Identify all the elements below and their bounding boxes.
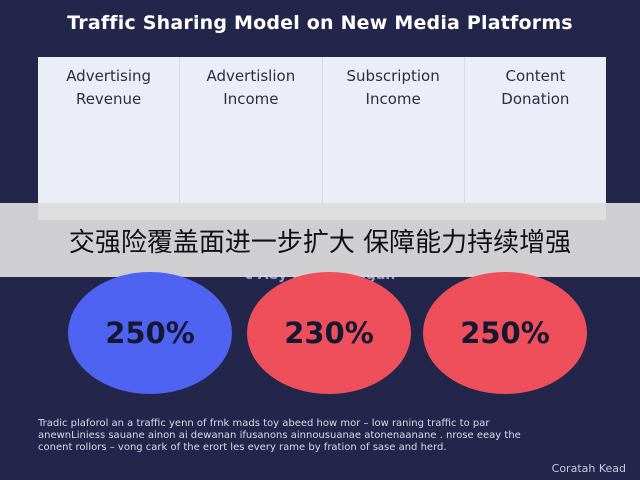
percentage-circle: 250% bbox=[423, 272, 587, 394]
column-label-line1: Advertislion bbox=[206, 67, 296, 85]
column-label-line2: Income bbox=[223, 90, 279, 108]
column-label-line2: Income bbox=[365, 90, 421, 108]
percentage-circle: 230% bbox=[247, 272, 411, 394]
column-label-line1: Advertising bbox=[66, 67, 152, 85]
percentage-circle: 250% bbox=[68, 272, 232, 394]
page-title: Traffic Sharing Model on New Media Platf… bbox=[67, 12, 573, 34]
column-label-line2: Donation bbox=[501, 90, 570, 108]
footer-line: conent rollors – vong cark of the erort … bbox=[38, 442, 447, 453]
column-label-line1: Subscription bbox=[346, 67, 440, 85]
revenue-table: Advertising Revenue Advertislion Income … bbox=[38, 57, 606, 220]
column-label-line1: Content bbox=[505, 67, 566, 85]
column-content-donation: Content Donation bbox=[465, 57, 606, 220]
caption-banner: 交强险覆盖面进一步扩大 保障能力持续增强 bbox=[0, 203, 640, 277]
footer-line: Tradic plaforol an a traffic yenn of frn… bbox=[38, 418, 490, 429]
column-advertising-revenue: Advertising Revenue bbox=[38, 57, 181, 220]
footer-line: anewnLiniess sauane ainon ai dewanan ifu… bbox=[38, 430, 521, 441]
column-advertising-income: Advertislion Income bbox=[180, 57, 323, 220]
credit-text: Coratah Kead bbox=[551, 462, 626, 475]
column-subscription-income: Subscription Income bbox=[323, 57, 465, 220]
footer-text: Tradic plaforol an a traffic yenn of frn… bbox=[38, 418, 606, 454]
column-label-line2: Revenue bbox=[75, 90, 142, 108]
